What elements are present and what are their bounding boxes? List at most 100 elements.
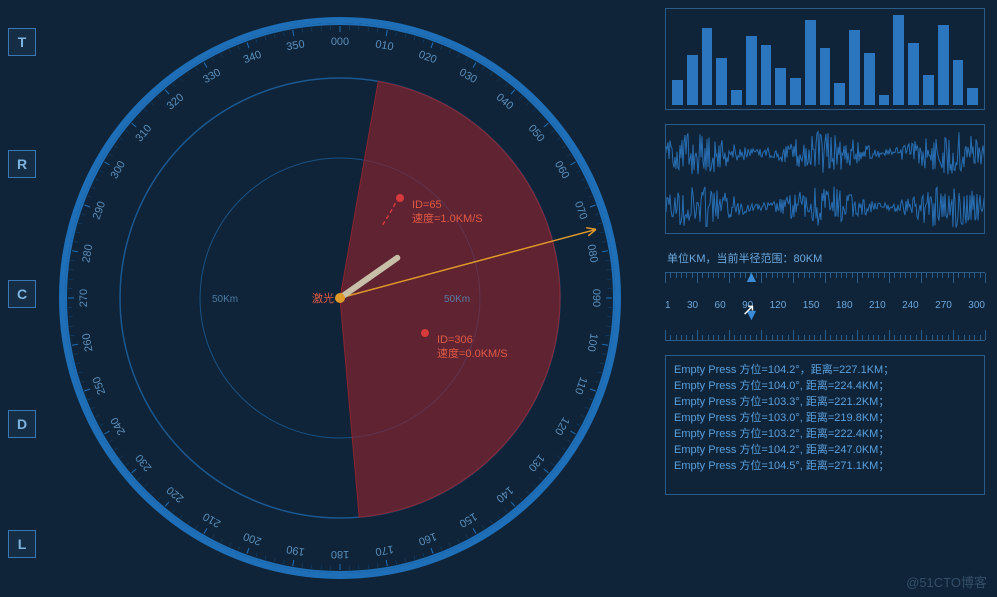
bar xyxy=(761,45,772,105)
bar xyxy=(687,55,698,105)
bar xyxy=(702,28,713,106)
svg-text:200: 200 xyxy=(242,530,263,548)
svg-text:220: 220 xyxy=(165,484,187,505)
svg-text:ID=65: ID=65 xyxy=(412,199,442,211)
svg-text:140: 140 xyxy=(494,484,516,505)
slider-tick-label: 180 xyxy=(836,300,853,311)
waveform-panel xyxy=(665,124,985,234)
bar xyxy=(864,53,875,106)
svg-text:320: 320 xyxy=(165,91,187,112)
bar xyxy=(716,58,727,106)
svg-text:ID=306: ID=306 xyxy=(437,334,473,346)
waveform xyxy=(666,125,984,233)
svg-text:260: 260 xyxy=(80,332,95,352)
svg-text:070: 070 xyxy=(572,200,590,221)
slider-tick-label: 210 xyxy=(869,300,886,311)
log-panel: Empty Press 方位=104.2°，距离=227.1KM；Empty P… xyxy=(665,355,985,495)
log-line: Empty Press 方位=103.2°, 距离=222.4KM； xyxy=(674,426,976,442)
slider-tick-label: 300 xyxy=(968,300,985,311)
svg-text:240: 240 xyxy=(109,415,129,437)
svg-text:340: 340 xyxy=(242,49,263,67)
slider-top-ruler[interactable]: ▲ xyxy=(665,272,985,298)
log-line: Empty Press 方位=104.2°, 距离=247.0KM； xyxy=(674,442,976,458)
svg-text:290: 290 xyxy=(91,200,109,221)
bar xyxy=(775,68,786,106)
side-button-t[interactable]: T xyxy=(8,28,36,56)
svg-text:110: 110 xyxy=(572,375,589,396)
slider-handle-icon[interactable]: ▼ xyxy=(744,307,760,344)
bar xyxy=(953,60,964,105)
svg-text:050: 050 xyxy=(526,123,547,145)
bar xyxy=(672,80,683,105)
svg-text:300: 300 xyxy=(109,159,129,181)
svg-text:130: 130 xyxy=(526,452,547,474)
slider-tick-label: 60 xyxy=(715,300,726,311)
bar xyxy=(967,88,978,106)
svg-text:030: 030 xyxy=(457,67,479,87)
bar xyxy=(938,25,949,105)
svg-text:210: 210 xyxy=(201,510,223,530)
svg-text:120: 120 xyxy=(552,415,572,437)
svg-text:280: 280 xyxy=(80,243,95,263)
svg-text:150: 150 xyxy=(457,510,479,530)
bar xyxy=(834,83,845,106)
log-line: Empty Press 方位=104.5°, 距离=271.1KM； xyxy=(674,458,976,474)
svg-text:100: 100 xyxy=(585,332,600,352)
bar xyxy=(879,95,890,105)
slider-tick-label: 150 xyxy=(803,300,820,311)
svg-text:170: 170 xyxy=(374,543,394,558)
svg-text:速度=0.0KM/S: 速度=0.0KM/S xyxy=(437,346,508,360)
svg-text:190: 190 xyxy=(285,543,305,558)
bar xyxy=(893,15,904,105)
watermark: @51CTO博客 xyxy=(906,572,987,591)
svg-text:010: 010 xyxy=(374,38,394,53)
svg-text:230: 230 xyxy=(133,452,154,474)
slider-tick-label: 240 xyxy=(902,300,919,311)
slider-scale-labels: 1306090120150180210240270300 xyxy=(665,298,985,315)
svg-text:330: 330 xyxy=(201,67,223,87)
svg-text:310: 310 xyxy=(133,123,154,145)
bar xyxy=(849,30,860,105)
slider-tick-label: 270 xyxy=(935,300,952,311)
side-button-c[interactable]: C xyxy=(8,280,36,308)
svg-text:000: 000 xyxy=(331,36,349,48)
radar-panel: 0000100200300400500600700800901001101201… xyxy=(50,8,630,588)
slider-tick-label: 1 xyxy=(665,300,671,311)
svg-text:020: 020 xyxy=(417,49,438,67)
svg-text:50Km: 50Km xyxy=(444,294,470,305)
svg-text:180: 180 xyxy=(331,548,349,560)
svg-text:激光: 激光 xyxy=(312,291,334,305)
svg-text:090: 090 xyxy=(590,289,602,307)
bar xyxy=(731,90,742,105)
bar xyxy=(820,48,831,106)
log-line: Empty Press 方位=103.3°, 距离=221.2KM； xyxy=(674,394,976,410)
bar xyxy=(805,20,816,105)
side-button-r[interactable]: R xyxy=(8,150,36,178)
slider-bottom-ruler[interactable]: ▼ xyxy=(665,315,985,341)
svg-text:160: 160 xyxy=(417,530,438,548)
svg-text:060: 060 xyxy=(552,159,572,181)
svg-text:080: 080 xyxy=(585,243,600,263)
side-button-d[interactable]: D xyxy=(8,410,36,438)
bar xyxy=(923,75,934,105)
bar xyxy=(790,78,801,106)
bar xyxy=(908,43,919,106)
slider-tick-label: 30 xyxy=(687,300,698,311)
slider-tick-label: 120 xyxy=(770,300,787,311)
slider-handle-icon[interactable]: ▲ xyxy=(744,269,760,287)
range-slider-block: 单位KM，当前半径范围：80KM ▲ 130609012015018021024… xyxy=(665,248,985,341)
svg-text:250: 250 xyxy=(91,375,109,396)
svg-text:270: 270 xyxy=(78,289,90,307)
svg-text:速度=1.0KM/S: 速度=1.0KM/S xyxy=(412,211,483,225)
log-line: Empty Press 方位=104.0°, 距离=224.4KM； xyxy=(674,378,976,394)
log-line: Empty Press 方位=103.0°, 距离=219.8KM； xyxy=(674,410,976,426)
bar-chart-panel xyxy=(665,8,985,110)
svg-text:350: 350 xyxy=(285,38,305,53)
radar-scope[interactable]: 0000100200300400500600700800901001101201… xyxy=(50,8,630,588)
bar xyxy=(746,36,757,105)
log-line: Empty Press 方位=104.2°，距离=227.1KM； xyxy=(674,362,976,378)
bar-chart xyxy=(666,9,984,109)
svg-text:040: 040 xyxy=(494,91,516,112)
side-button-l[interactable]: L xyxy=(8,530,36,558)
slider-title: 单位KM，当前半径范围：80KM xyxy=(667,250,985,266)
